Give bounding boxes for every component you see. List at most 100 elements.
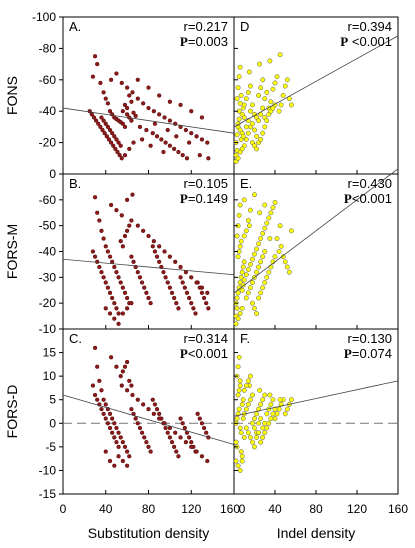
- data-point-D-17: [241, 115, 247, 120]
- data-point-F-78: [272, 406, 278, 412]
- data-point-F-74: [264, 425, 270, 431]
- panel-label-E: E.: [240, 176, 252, 191]
- data-point-B-62: [107, 290, 113, 295]
- data-point-C-9: [112, 421, 117, 426]
- data-point-A-61: [172, 146, 177, 152]
- data-point-A-85: [178, 102, 183, 108]
- data-point-B-34: [165, 280, 170, 285]
- data-point-C-15: [124, 449, 130, 454]
- data-point-F-12: [236, 387, 242, 393]
- y-tick-label-B-3: -30: [39, 270, 57, 284]
- fit-line-D: [233, 35, 399, 128]
- data-point-C-61: [105, 421, 111, 426]
- data-point-E-62: [239, 305, 245, 311]
- data-point-A-41: [141, 101, 146, 106]
- fit-line-A: [62, 107, 235, 134]
- data-point-E-1: [234, 295, 240, 301]
- data-point-C-94: [112, 463, 117, 468]
- data-point-D-71: [258, 137, 264, 142]
- data-point-E-29: [266, 215, 272, 221]
- data-point-F-57: [267, 392, 273, 398]
- data-point-A-56: [150, 131, 155, 136]
- data-point-E-10: [234, 305, 240, 311]
- x-tick-label-col1-0: 0: [239, 502, 246, 516]
- data-point-C-25: [146, 444, 151, 450]
- data-point-F-19: [245, 401, 251, 407]
- panel-label-C: C.: [69, 331, 82, 346]
- data-point-C-22: [139, 430, 145, 435]
- data-point-D-58: [277, 52, 283, 58]
- x-tick-label-col1-3: 120: [347, 502, 367, 516]
- data-point-C-17: [129, 406, 134, 412]
- data-point-D-45: [252, 127, 257, 133]
- x-tick-label-col1-4: 160: [388, 502, 408, 516]
- data-point-C-28: [152, 402, 158, 407]
- data-point-E-58: [277, 223, 283, 229]
- data-point-A-70: [98, 124, 103, 130]
- data-point-A-81: [135, 77, 140, 82]
- data-point-B-55: [92, 254, 98, 259]
- data-point-C-36: [169, 439, 175, 445]
- p-value-A: P=0.003: [180, 34, 228, 49]
- data-point-D-57: [267, 58, 273, 64]
- data-point-C-55: [92, 392, 98, 398]
- y-tick-label-A-5: 0: [49, 167, 56, 181]
- data-point-D-26: [260, 77, 266, 83]
- data-point-B-37: [172, 295, 177, 301]
- data-point-B-22: [139, 280, 145, 285]
- data-point-A-69: [96, 121, 101, 126]
- data-point-A-49: [183, 127, 189, 133]
- data-point-E-51: [234, 233, 240, 239]
- data-point-C-81: [151, 411, 156, 417]
- data-point-A-40: [135, 96, 140, 101]
- data-point-A-4: [101, 90, 106, 95]
- data-point-C-91: [205, 458, 210, 464]
- data-point-B-45: [189, 301, 194, 306]
- data-point-B-76: [124, 197, 130, 202]
- data-point-E-61: [237, 311, 243, 316]
- data-point-E-64: [243, 228, 249, 234]
- data-point-B-68: [120, 244, 125, 249]
- data-point-E-69: [254, 311, 259, 316]
- data-point-F-4: [237, 425, 243, 431]
- data-point-D-34: [276, 108, 282, 114]
- data-point-D-31: [270, 86, 276, 92]
- data-point-C-39: [176, 454, 181, 459]
- data-point-A-18: [131, 110, 136, 115]
- data-point-D-18: [243, 124, 249, 130]
- data-point-B-64: [112, 301, 117, 306]
- data-point-D-72: [260, 130, 266, 136]
- data-point-F-77: [270, 411, 276, 417]
- data-point-F-37: [282, 411, 288, 417]
- data-point-A-32: [124, 112, 130, 117]
- data-point-F-20: [247, 397, 253, 403]
- data-point-A-50: [189, 131, 194, 136]
- data-point-B-82: [157, 244, 162, 249]
- y-tick-label-A-3: -40: [39, 104, 57, 118]
- data-point-D-20: [247, 108, 253, 114]
- data-point-B-66: [116, 311, 121, 316]
- data-point-A-5: [103, 96, 108, 101]
- data-point-E-20: [247, 261, 253, 267]
- data-point-E-21: [250, 256, 255, 262]
- fit-line-E: [233, 168, 399, 294]
- data-point-E-57: [267, 236, 273, 242]
- data-point-D-13: [237, 100, 243, 106]
- data-point-C-40: [178, 416, 183, 421]
- data-point-E-72: [260, 285, 266, 291]
- x-tick-label-col1-2: 80: [309, 502, 323, 516]
- data-point-C-67: [118, 373, 123, 379]
- data-point-B-15: [124, 295, 130, 301]
- data-point-C-2: [97, 378, 102, 384]
- data-point-B-13: [120, 285, 125, 290]
- data-point-A-67: [91, 115, 97, 120]
- data-point-A-97: [139, 137, 145, 142]
- data-point-E-40: [288, 228, 294, 234]
- data-point-F-30: [268, 401, 274, 407]
- data-point-F-16: [240, 416, 246, 422]
- data-point-A-37: [119, 80, 124, 86]
- data-point-D-1: [234, 132, 240, 138]
- data-point-A-0: [92, 54, 98, 59]
- data-point-B-75: [119, 213, 124, 218]
- data-point-A-87: [199, 115, 205, 120]
